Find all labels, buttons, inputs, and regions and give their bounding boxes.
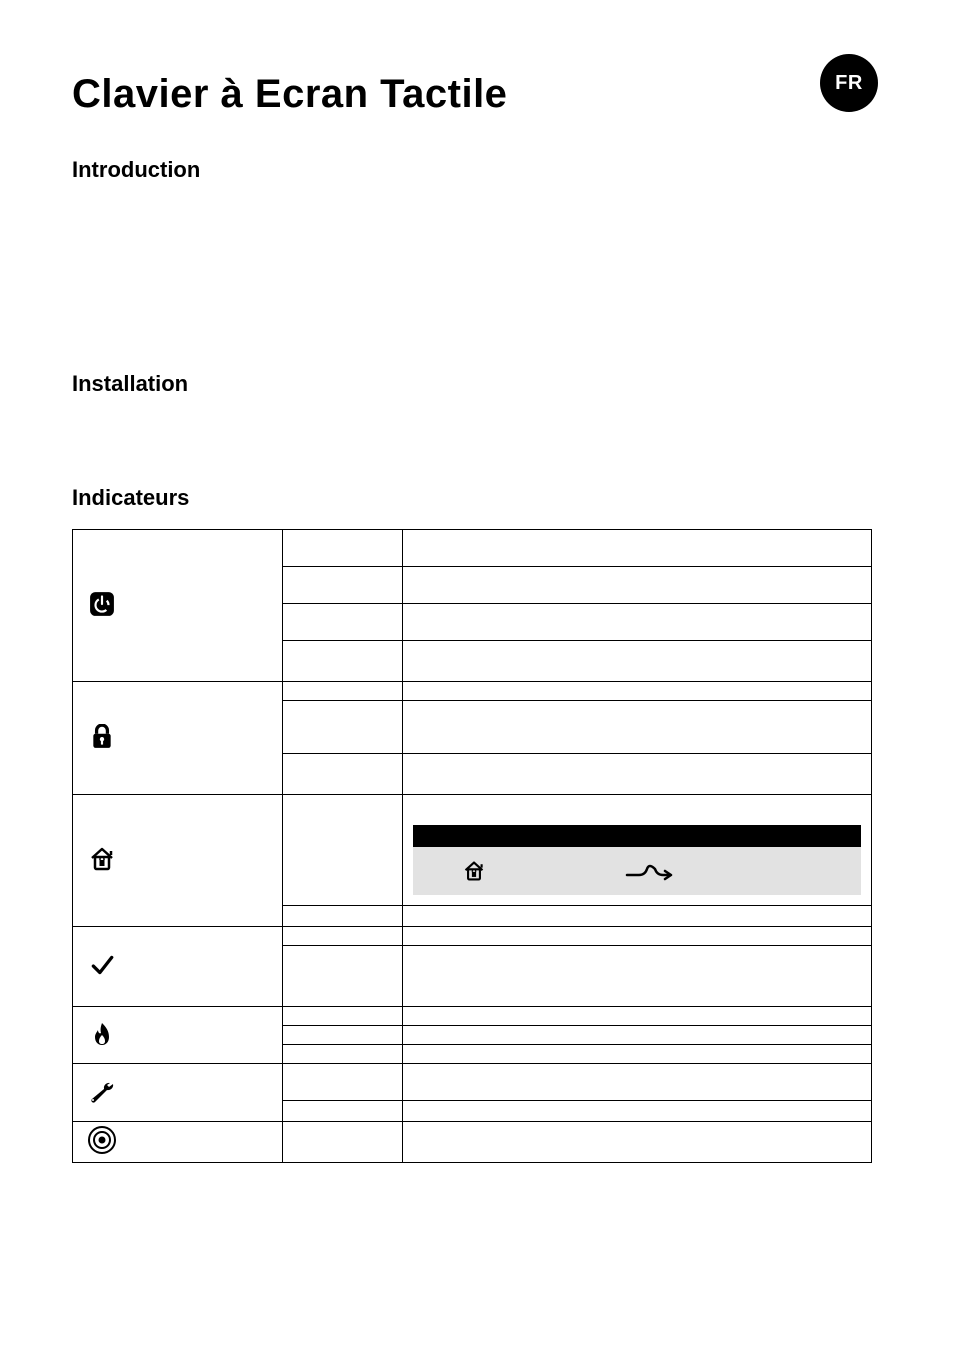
icon-cell-home-lock [73,795,283,927]
section-installation: Installation [72,371,882,397]
document-page: FR Clavier à Ecran Tactile Introduction … [0,0,954,1352]
state-cell [283,641,403,682]
table-row [73,795,872,906]
desc-cell [403,1064,872,1101]
flame-icon [87,1019,117,1049]
desc-cell [403,927,872,946]
desc-cell [403,682,872,701]
icon-cell-power [73,530,283,682]
desc-cell [403,1007,872,1026]
state-cell [283,701,403,754]
desc-cell [403,530,872,567]
page-title: Clavier à Ecran Tactile [72,72,882,117]
desc-cell [403,701,872,754]
desc-cell [403,906,872,927]
banner-container [403,825,871,905]
section-introduction: Introduction [72,157,882,183]
desc-cell [403,946,872,1007]
state-cell [283,906,403,927]
desc-cell [403,567,872,604]
table-row [73,530,872,567]
wrench-icon [87,1077,117,1107]
table-row [73,1122,872,1163]
desc-cell [403,604,872,641]
icon-cell-wrench [73,1064,283,1122]
desc-cell [403,641,872,682]
state-cell [283,682,403,701]
state-cell [283,604,403,641]
table-row [73,1064,872,1101]
desc-cell [403,754,872,795]
home-lock-icon [87,844,117,874]
home-lock-icon [463,860,485,882]
state-cell [283,1007,403,1026]
state-cell [283,567,403,604]
introduction-content [72,201,882,351]
indicators-table [72,529,872,1163]
icon-cell-flame [73,1007,283,1064]
state-cell [283,1064,403,1101]
language-badge: FR [820,54,878,112]
icon-cell-check [73,927,283,1007]
desc-cell [403,1122,872,1163]
state-cell [283,1026,403,1045]
check-icon [87,950,117,980]
language-badge-text: FR [835,72,863,95]
state-cell [283,927,403,946]
icon-cell-target [73,1122,283,1163]
target-icon [87,1125,117,1155]
bypass-arrow-icon [625,861,675,881]
desc-cell [403,1101,872,1122]
state-cell [283,795,403,906]
table-row [73,1007,872,1026]
state-cell [283,1122,403,1163]
power-icon [87,589,117,619]
table-row [73,927,872,946]
state-cell [283,530,403,567]
state-cell [283,946,403,1007]
lock-icon [87,722,117,752]
state-cell [283,754,403,795]
installation-content [72,415,882,465]
desc-cell [403,1045,872,1064]
state-cell [283,1101,403,1122]
state-cell [283,1045,403,1064]
icon-cell-lock [73,682,283,795]
desc-cell-banner [403,795,872,906]
desc-cell [403,1026,872,1045]
banner-grey-strip [413,847,861,895]
section-indicateurs: Indicateurs [72,485,882,511]
banner-black-strip [413,825,861,847]
table-row [73,682,872,701]
